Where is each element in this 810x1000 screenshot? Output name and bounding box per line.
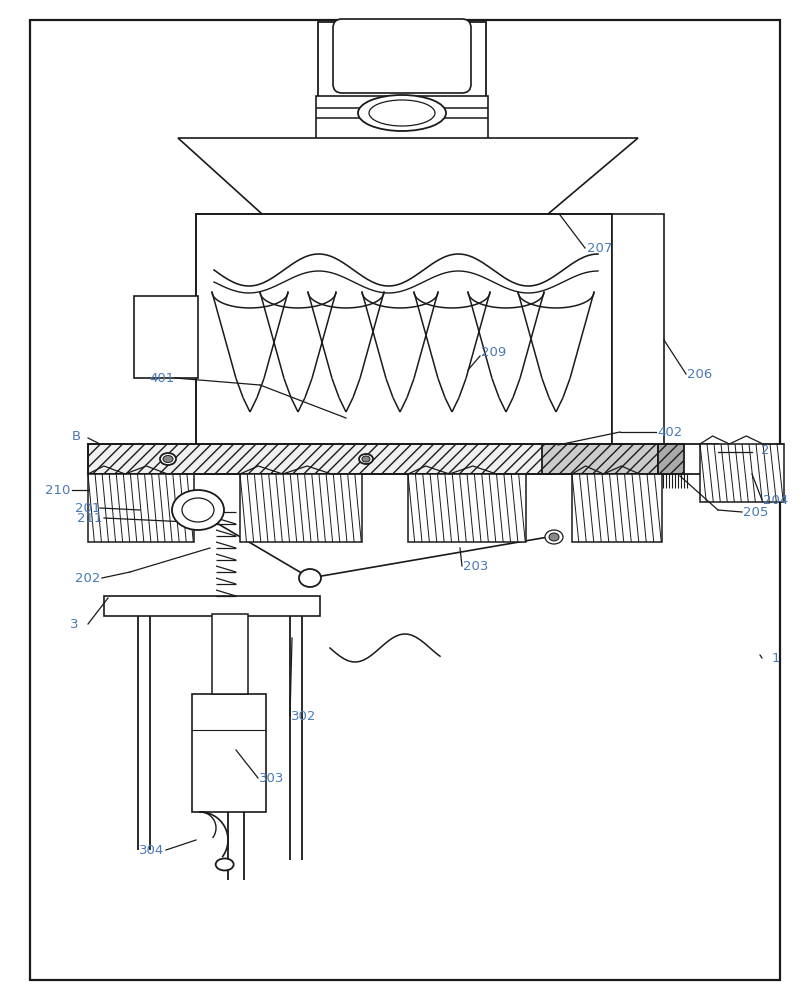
Ellipse shape bbox=[549, 533, 559, 541]
Bar bbox=[408, 474, 526, 542]
Bar bbox=[316, 96, 488, 140]
Text: 2: 2 bbox=[761, 444, 769, 456]
Ellipse shape bbox=[299, 569, 321, 587]
Text: 205: 205 bbox=[744, 506, 769, 518]
Text: 1: 1 bbox=[772, 652, 780, 664]
Text: 211: 211 bbox=[77, 512, 103, 524]
Text: 210: 210 bbox=[45, 484, 70, 496]
Bar bbox=[212, 614, 248, 694]
Ellipse shape bbox=[358, 95, 446, 131]
FancyBboxPatch shape bbox=[333, 19, 471, 93]
Ellipse shape bbox=[362, 456, 370, 462]
Bar bbox=[612, 214, 664, 452]
Ellipse shape bbox=[369, 100, 435, 126]
Bar bbox=[700, 444, 784, 502]
Bar bbox=[240, 474, 362, 542]
Text: 209: 209 bbox=[481, 346, 506, 359]
Bar bbox=[318, 22, 486, 100]
Text: 401: 401 bbox=[149, 371, 175, 384]
Bar bbox=[572, 474, 662, 542]
Bar bbox=[88, 444, 630, 474]
Text: B: B bbox=[71, 430, 80, 442]
Text: 3: 3 bbox=[70, 617, 79, 631]
Bar bbox=[658, 444, 684, 474]
Bar bbox=[192, 694, 266, 812]
Bar bbox=[134, 296, 198, 378]
Text: 201: 201 bbox=[75, 502, 100, 514]
Ellipse shape bbox=[160, 453, 176, 465]
Ellipse shape bbox=[215, 858, 233, 870]
Bar bbox=[542, 444, 658, 474]
Text: 303: 303 bbox=[259, 772, 284, 784]
Ellipse shape bbox=[545, 530, 563, 544]
Bar bbox=[88, 444, 718, 474]
Bar bbox=[196, 214, 612, 452]
Text: 206: 206 bbox=[688, 367, 713, 380]
Text: 207: 207 bbox=[587, 241, 612, 254]
Text: 204: 204 bbox=[763, 493, 789, 506]
Text: 203: 203 bbox=[463, 560, 488, 572]
Bar bbox=[88, 474, 194, 542]
Bar bbox=[104, 596, 320, 616]
Text: 302: 302 bbox=[292, 710, 317, 722]
Text: 304: 304 bbox=[139, 844, 164, 856]
Polygon shape bbox=[178, 138, 638, 214]
Ellipse shape bbox=[172, 490, 224, 530]
Ellipse shape bbox=[359, 454, 373, 464]
Text: 202: 202 bbox=[75, 572, 100, 584]
Ellipse shape bbox=[182, 498, 214, 522]
Ellipse shape bbox=[163, 456, 173, 462]
Text: 402: 402 bbox=[658, 426, 683, 438]
